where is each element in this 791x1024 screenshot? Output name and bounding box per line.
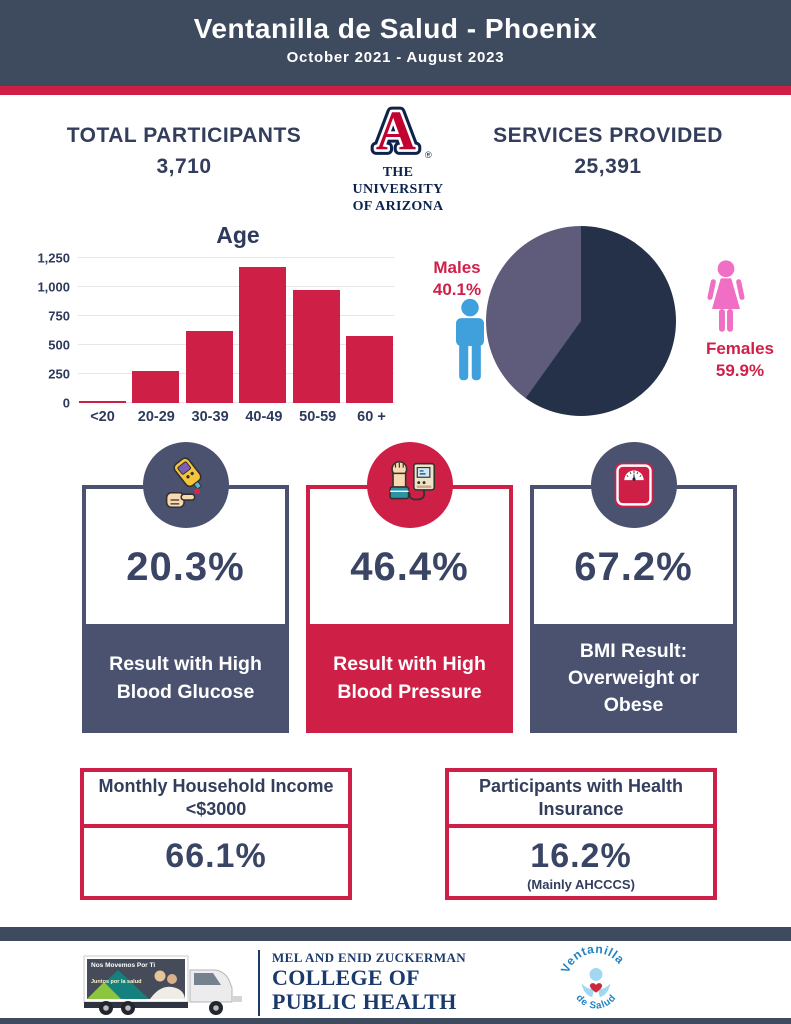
services-provided-stat: SERVICES PROVIDED 25,391 (458, 124, 758, 179)
ventanilla-de-salud-logo: Ventanilla de Salud (558, 944, 627, 1012)
registered-mark: ® (425, 150, 432, 160)
x-tick-label: 50-59 (299, 409, 337, 425)
health-insurance-title: Participants with Health Insurance (449, 772, 713, 828)
gridline (78, 373, 394, 374)
female-figure-icon (707, 260, 745, 332)
svg-text:Juntos por la salud: Juntos por la salud (91, 979, 141, 985)
blood-pressure-monitor-icon (366, 442, 453, 528)
weight-scale-icon (590, 442, 677, 528)
date-range: October 2021 - August 2023 (286, 49, 505, 66)
blood-pressure-percent: 46.4% (350, 545, 469, 589)
svg-text:A: A (376, 101, 416, 160)
bars-group (78, 258, 394, 403)
footer-divider (258, 950, 260, 1016)
footer-bottom-bar (0, 1018, 791, 1024)
total-participants-label: TOTAL PARTICIPANTS (66, 124, 302, 147)
y-tick-label: 750 (48, 308, 70, 324)
bar-<20 (79, 401, 126, 403)
glucose-meter-icon (142, 442, 229, 528)
header-accent-stripe (0, 86, 791, 95)
age-chart-plot-area (78, 257, 394, 403)
services-provided-value: 25,391 (574, 155, 642, 178)
age-chart-title: Age (216, 222, 260, 248)
females-label: Females 59.9% (686, 338, 791, 382)
header-banner: Ventanilla de Salud - Phoenix October 20… (0, 0, 791, 86)
y-tick-label: 0 (62, 395, 70, 411)
males-percent: 40.1% (432, 280, 482, 300)
services-provided-label: SERVICES PROVIDED (493, 124, 723, 147)
university-of-arizona-logo: A A A ® THE UNIVERSITY OF ARIZONA (336, 95, 460, 215)
x-tick-label: 40-49 (245, 409, 283, 425)
svg-text:A: A (376, 101, 416, 160)
male-figure-icon (456, 298, 484, 381)
household-income-box: Monthly Household Income <$3000 66.1% (80, 768, 352, 900)
sex-pie-chart (486, 226, 676, 416)
block-a-icon: A A A ® (370, 95, 432, 168)
total-participants-stat: TOTAL PARTICIPANTS 3,710 (34, 124, 334, 179)
bmi-percent: 67.2% (574, 545, 693, 589)
footer-top-bar (0, 927, 791, 941)
bar-50-59 (292, 290, 340, 403)
household-income-title: Monthly Household Income <$3000 (84, 772, 348, 828)
glucose-percent: 20.3% (126, 545, 245, 589)
x-tick-label: 30-39 (191, 409, 229, 425)
gridline (78, 286, 394, 287)
college-wordmark-line3: PUBLIC HEALTH (272, 988, 457, 1014)
y-tick-label: 250 (48, 366, 70, 382)
household-income-percent: 66.1% (165, 837, 267, 875)
high-blood-glucose-card: 20.3% Result with High Blood Glucose (82, 442, 289, 733)
university-wordmark-line2: OF ARIZONA (352, 198, 444, 214)
age-bar-chart: Age 0 250 500 750 1,000 1,250 <20 20-29 30-39 40… (28, 222, 400, 425)
y-tick-label: 1,250 (37, 250, 70, 266)
health-insurance-box: Participants with Health Insurance 16.2%… (445, 768, 717, 900)
svg-text:Nos Movemos Por Ti: Nos Movemos Por Ti (91, 962, 155, 969)
age-chart-x-axis: <20 20-29 30-39 40-49 50-59 60 + (78, 409, 396, 425)
total-participants-value: 3,710 (156, 155, 212, 178)
x-tick-label: 20-29 (137, 409, 175, 425)
health-insurance-note: (Mainly AHCCCS) (527, 877, 635, 892)
page-title: Ventanilla de Salud - Phoenix (193, 13, 598, 44)
gridline (78, 402, 394, 403)
y-tick-label: 500 (48, 337, 70, 353)
college-wordmark-line1: MEL AND ENID ZUCKERMAN (272, 950, 467, 965)
bar-20-29 (132, 371, 180, 403)
college-wordmark-line2: COLLEGE OF (272, 965, 420, 990)
males-label-text: Males (433, 258, 481, 277)
health-insurance-percent: 16.2% (530, 837, 632, 875)
x-tick-label: 60 + (357, 409, 386, 425)
bar-30-39 (185, 331, 233, 403)
svg-text:A: A (376, 101, 416, 160)
y-tick-label: 1,000 (37, 279, 70, 295)
college-of-public-health-wordmark: MEL AND ENID ZUCKERMAN COLLEGE OF PUBLIC… (272, 950, 466, 1014)
bar-60 + (345, 335, 393, 403)
high-blood-pressure-card: 46.4% Result with High Blood Pressure (306, 442, 513, 733)
vds-heart (589, 983, 603, 993)
gridline (78, 315, 394, 316)
university-wordmark-line1: THE UNIVERSITY (352, 165, 444, 197)
females-percent: 59.9% (715, 361, 765, 381)
blood-pressure-card-label: Result with High Blood Pressure (306, 624, 513, 733)
svg-text:de Salud: de Salud (573, 993, 618, 1012)
age-chart-body: 0 250 500 750 1,000 1,250 (28, 251, 400, 411)
glucose-card-label: Result with High Blood Glucose (82, 624, 289, 733)
age-chart-y-axis: 0 250 500 750 1,000 1,250 (28, 251, 70, 411)
x-tick-label: <20 (90, 409, 115, 425)
bmi-card: 67.2% BMI Result: Overweight or Obese (530, 442, 737, 733)
gridline (78, 344, 394, 345)
mobile-health-unit-truck: Nos Movemos Por Ti Juntos por la salud (83, 955, 242, 1015)
males-label: Males 40.1% (410, 257, 504, 301)
females-label-text: Females (705, 339, 775, 358)
bmi-card-label: BMI Result: Overweight or Obese (530, 624, 737, 733)
bar-40-49 (239, 267, 287, 403)
vds-figure-head (589, 967, 603, 981)
gridline (78, 257, 394, 258)
